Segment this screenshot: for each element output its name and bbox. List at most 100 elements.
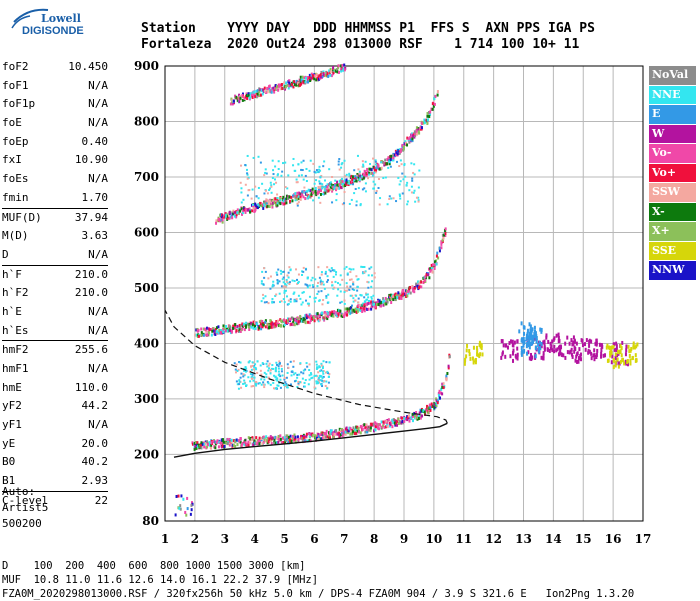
echo-mark — [359, 308, 362, 312]
echo-mark — [302, 195, 305, 199]
echo-mark — [401, 143, 404, 147]
echo-mark — [355, 275, 358, 278]
echo-mark — [353, 179, 356, 182]
echo-mark — [352, 308, 355, 312]
echo-mark — [319, 169, 322, 172]
echo-mark — [219, 441, 222, 445]
spread-echo-mark — [533, 325, 536, 330]
echo-mark — [271, 177, 274, 180]
echo-mark — [281, 170, 284, 173]
echo-mark — [318, 379, 321, 382]
echo-mark — [354, 175, 357, 178]
echo-mark — [339, 274, 342, 277]
echo-mark — [368, 173, 371, 176]
echo-mark — [319, 185, 322, 189]
echo-mark — [258, 436, 261, 440]
echo-mark — [268, 362, 271, 365]
spread-echo-mark — [570, 338, 573, 343]
echo-mark — [433, 97, 436, 101]
echo-mark — [356, 429, 359, 433]
echo-mark — [297, 280, 300, 283]
echo-mark — [259, 319, 262, 323]
echo-mark — [277, 168, 280, 171]
echo-mark — [436, 399, 439, 403]
echo-mark — [411, 137, 414, 141]
spread-echo-mark — [626, 358, 629, 363]
spread-echo-mark — [593, 357, 596, 362]
echo-mark — [343, 159, 346, 162]
spread-echo-mark — [463, 358, 466, 363]
echo-mark — [243, 379, 246, 382]
echo-mark — [241, 212, 244, 216]
echo-mark — [417, 186, 420, 189]
spread-echo-mark — [539, 327, 542, 332]
echo-mark — [320, 273, 323, 276]
spread-echo-mark — [540, 344, 543, 349]
echo-mark — [360, 265, 363, 268]
spread-echo-mark — [540, 329, 543, 334]
echo-mark — [308, 76, 311, 80]
echo-mark — [266, 199, 269, 203]
echo-mark — [319, 279, 322, 282]
echo-mark — [217, 217, 220, 221]
echo-mark — [417, 415, 420, 419]
echo-mark — [330, 429, 333, 433]
echo-mark — [343, 431, 346, 435]
echo-mark — [283, 202, 286, 206]
spread-echo-mark — [500, 355, 503, 360]
echo-mark — [247, 376, 250, 379]
footer-info: D 100 200 400 600 800 1000 1500 3000 [km… — [2, 559, 634, 601]
echo-mark — [351, 308, 354, 312]
echo-mark — [217, 331, 220, 335]
echo-mark — [309, 318, 312, 322]
echo-mark — [307, 320, 310, 324]
echo-mark — [267, 369, 270, 372]
echo-mark — [435, 404, 438, 408]
echo-mark — [379, 167, 382, 171]
echo-mark — [264, 319, 267, 323]
spread-echo-mark — [575, 341, 578, 346]
echo-mark — [315, 312, 318, 316]
echo-mark — [376, 426, 379, 430]
echo-mark — [363, 266, 366, 269]
echo-mark — [300, 434, 303, 438]
echo-mark — [336, 68, 339, 72]
echo-mark — [247, 94, 250, 98]
echo-mark — [222, 440, 225, 444]
echo-mark — [263, 174, 266, 177]
echo-mark — [268, 367, 271, 370]
echo-mark — [255, 384, 258, 387]
echo-mark — [287, 299, 290, 302]
echo-mark — [406, 415, 409, 419]
echo-mark — [370, 168, 373, 172]
spread-echo-mark — [588, 343, 591, 348]
echo-mark — [355, 294, 358, 297]
echo-mark — [346, 285, 349, 288]
echo-mark — [196, 335, 199, 339]
echo-mark — [257, 197, 260, 200]
echo-mark — [422, 121, 425, 125]
echo-mark — [300, 436, 303, 440]
echo-mark — [325, 184, 328, 188]
echo-mark — [274, 435, 277, 439]
echo-mark — [312, 74, 315, 78]
echo-mark — [280, 367, 283, 370]
echo-mark — [351, 178, 354, 182]
echo-mark — [375, 169, 378, 173]
echo-mark — [326, 71, 329, 75]
echo-mark — [240, 443, 243, 447]
echo-mark — [289, 298, 292, 301]
echo-mark — [420, 121, 423, 125]
echo-mark — [309, 79, 312, 83]
echo-mark — [290, 322, 293, 326]
echo-mark — [284, 186, 287, 189]
echo-mark — [305, 180, 308, 183]
echo-mark — [278, 324, 281, 328]
echo-mark — [343, 299, 346, 302]
echo-mark — [371, 280, 374, 283]
echo-mark — [340, 314, 343, 318]
echo-mark — [352, 426, 355, 430]
echo-mark — [244, 439, 247, 443]
echo-mark — [288, 266, 291, 269]
